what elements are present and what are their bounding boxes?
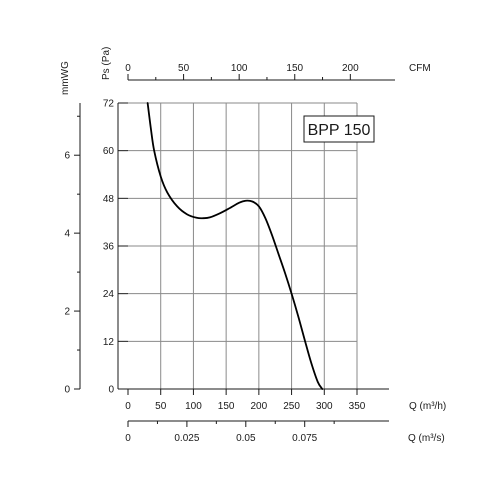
pa-tick-label: 0: [108, 385, 114, 396]
q-m3h-tick-label: 300: [316, 401, 333, 412]
q-m3h-tick-label: 0: [125, 401, 131, 412]
q-m3h-axis-unit: Q (m³/h): [409, 401, 446, 412]
q-m3h-tick-label: 200: [251, 401, 268, 412]
cfm-axis-unit: CFM: [409, 63, 431, 74]
cfm-tick-label: 100: [231, 63, 248, 74]
q-m3h-tick-label: 350: [349, 401, 366, 412]
axes: [74, 74, 395, 427]
q-m3s-tick-label: 0.075: [292, 433, 317, 444]
q-m3s-tick-label: 0.025: [174, 433, 199, 444]
cfm-tick-label: 50: [178, 63, 190, 74]
q-m3s-tick-label: 0: [125, 433, 131, 444]
q-m3s-tick-label: 0.05: [236, 433, 256, 444]
pa-tick-label: 36: [103, 242, 115, 253]
chart-title-box: BPP 150: [303, 115, 375, 143]
q-m3h-tick-label: 50: [155, 401, 167, 412]
mmwg-tick-label: 6: [64, 151, 70, 162]
chart-title: BPP 150: [308, 122, 371, 139]
mmwg-axis-unit: mmWG: [60, 61, 71, 95]
q-m3s-axis-unit: Q (m³/s): [408, 433, 445, 444]
q-m3h-tick-label: 250: [283, 401, 300, 412]
mmwg-tick-label: 0: [64, 385, 70, 396]
grid-lines: [128, 102, 358, 389]
pa-tick-label: 72: [103, 99, 115, 110]
pa-tick-label: 12: [103, 337, 115, 348]
pa-tick-label: 24: [103, 289, 115, 300]
cfm-tick-label: 200: [342, 63, 359, 74]
mmwg-tick-label: 2: [64, 307, 70, 318]
pa-tick-label: 48: [103, 194, 115, 205]
q-m3h-tick-label: 150: [218, 401, 235, 412]
cfm-tick-label: 0: [125, 63, 131, 74]
q-m3h-tick-label: 100: [185, 401, 202, 412]
mmwg-tick-label: 4: [64, 229, 70, 240]
pa-tick-label: 60: [103, 146, 115, 157]
cfm-tick-label: 150: [286, 63, 303, 74]
title-frame: [303, 115, 375, 143]
pa-axis-unit: Ps (Pa): [101, 47, 112, 80]
performance-curve: [146, 102, 324, 390]
